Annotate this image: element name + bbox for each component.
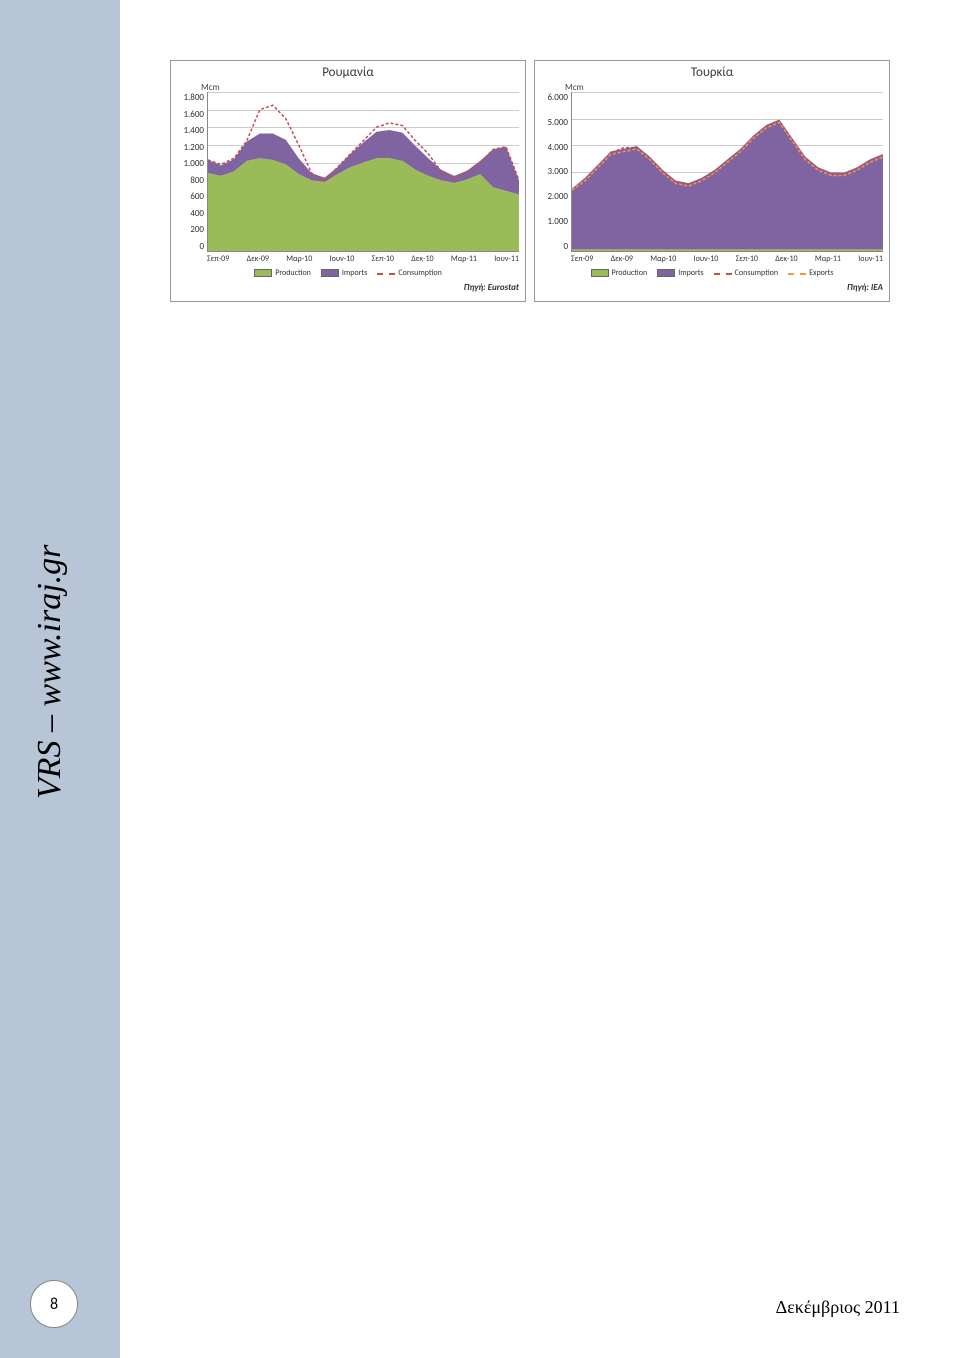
x-tick-label: Σεπ-10 [736, 254, 758, 264]
x-tick-label: Μαρ-10 [650, 254, 676, 264]
legend-swatch [657, 269, 675, 277]
y-tick-label: 3.000 [547, 166, 568, 177]
x-tick-label: Δεκ-10 [775, 254, 797, 264]
x-tick-label: Μαρ-11 [815, 254, 841, 264]
sidebar-title: VRS – www.iraj.gr [31, 545, 69, 799]
sidebar: VRS – www.iraj.gr [0, 0, 120, 1358]
charts-row: ΡουμανίαMcm1.8001.6001.4001.2001.0008006… [170, 60, 890, 302]
y-tick-label: 6.000 [547, 92, 568, 103]
legend: Production Imports Consumption [177, 268, 519, 278]
x-axis: Σεπ-09 Δεκ-09 Μαρ-10 Ιουν-10 Σεπ-10 Δεκ-10 Μαρ… [207, 254, 519, 264]
x-tick-label: Μαρ-11 [451, 254, 477, 264]
chart-title: Τουρκία [541, 65, 883, 80]
y-tick-label: 200 [190, 224, 204, 235]
plot-area [207, 92, 519, 252]
legend: Production Imports Consumption Exports [541, 268, 883, 278]
y-tick-label: 1.800 [183, 92, 204, 103]
legend-swatch-line [714, 269, 732, 277]
legend-item: Exports [788, 268, 833, 278]
chart-source: Πηγή: Eurostat [177, 282, 519, 293]
x-axis: Σεπ-09 Δεκ-09 Μαρ-10 Ιουν-10 Σεπ-10 Δεκ-10 Μαρ… [571, 254, 883, 264]
y-tick-label: 600 [190, 191, 204, 202]
legend-label: Production [612, 268, 648, 278]
legend-swatch [321, 269, 339, 277]
y-tick-label: 4.000 [547, 142, 568, 153]
x-tick-label: Δεκ-10 [411, 254, 433, 264]
y-tick-label: 1.200 [183, 142, 204, 153]
y-tick-label: 800 [190, 175, 204, 186]
x-tick-label: Ιουν-11 [858, 254, 883, 264]
chart-title: Ρουμανία [177, 65, 519, 80]
y-tick-label: 0 [199, 241, 204, 252]
production-area [572, 249, 883, 251]
legend-label: Consumption [735, 268, 778, 278]
y-tick-label: 400 [190, 208, 204, 219]
x-tick-label: Ιουν-11 [494, 254, 519, 264]
legend-item: Production [591, 268, 648, 278]
x-tick-label: Σεπ-09 [571, 254, 593, 264]
y-tick-label: 5.000 [547, 117, 568, 128]
y-axis: 6.000 5.000 4.000 3.000 2.000 1.000 0 [541, 92, 571, 252]
x-tick-label: Ιουν-10 [694, 254, 719, 264]
legend-label: Imports [678, 268, 703, 278]
y-tick-label: 1.000 [183, 158, 204, 169]
x-tick-label: Μαρ-10 [286, 254, 312, 264]
legend-label: Exports [809, 268, 833, 278]
y-tick-label: 2.000 [547, 191, 568, 202]
chart-romania: ΡουμανίαMcm1.8001.6001.4001.2001.0008006… [170, 60, 526, 302]
footer-date: Δεκέμβριος 2011 [776, 1297, 900, 1318]
x-tick-label: Δεκ-09 [247, 254, 269, 264]
legend-item: Production [254, 268, 311, 278]
chart-source: Πηγή: IEA [541, 282, 883, 293]
legend-swatch [591, 269, 609, 277]
x-tick-label: Δεκ-09 [611, 254, 633, 264]
y-tick-label: 1.000 [547, 216, 568, 227]
legend-label: Consumption [398, 268, 441, 278]
legend-item: Imports [321, 268, 367, 278]
legend-label: Production [275, 268, 311, 278]
chart-turkey: ΤουρκίαMcm6.0005.0004.0003.0002.0001.000… [534, 60, 890, 302]
legend-item: Consumption [714, 268, 778, 278]
y-tick-label: 1.600 [183, 109, 204, 120]
plot-area [571, 92, 883, 252]
y-axis: 1.800 1.600 1.400 1.200 1.000 800 600 400 200 0 [177, 92, 207, 252]
legend-item: Consumption [377, 268, 441, 278]
legend-item: Imports [657, 268, 703, 278]
imports-area [572, 120, 883, 250]
x-tick-label: Σεπ-10 [372, 254, 394, 264]
x-tick-label: Ιουν-10 [330, 254, 355, 264]
legend-swatch [254, 269, 272, 277]
page-number: 8 [30, 1280, 78, 1328]
y-tick-label: 1.400 [183, 125, 204, 136]
legend-swatch-line [788, 269, 806, 277]
x-tick-label: Σεπ-09 [207, 254, 229, 264]
legend-label: Imports [342, 268, 367, 278]
y-tick-label: 0 [563, 241, 568, 252]
legend-swatch-line [377, 269, 395, 277]
